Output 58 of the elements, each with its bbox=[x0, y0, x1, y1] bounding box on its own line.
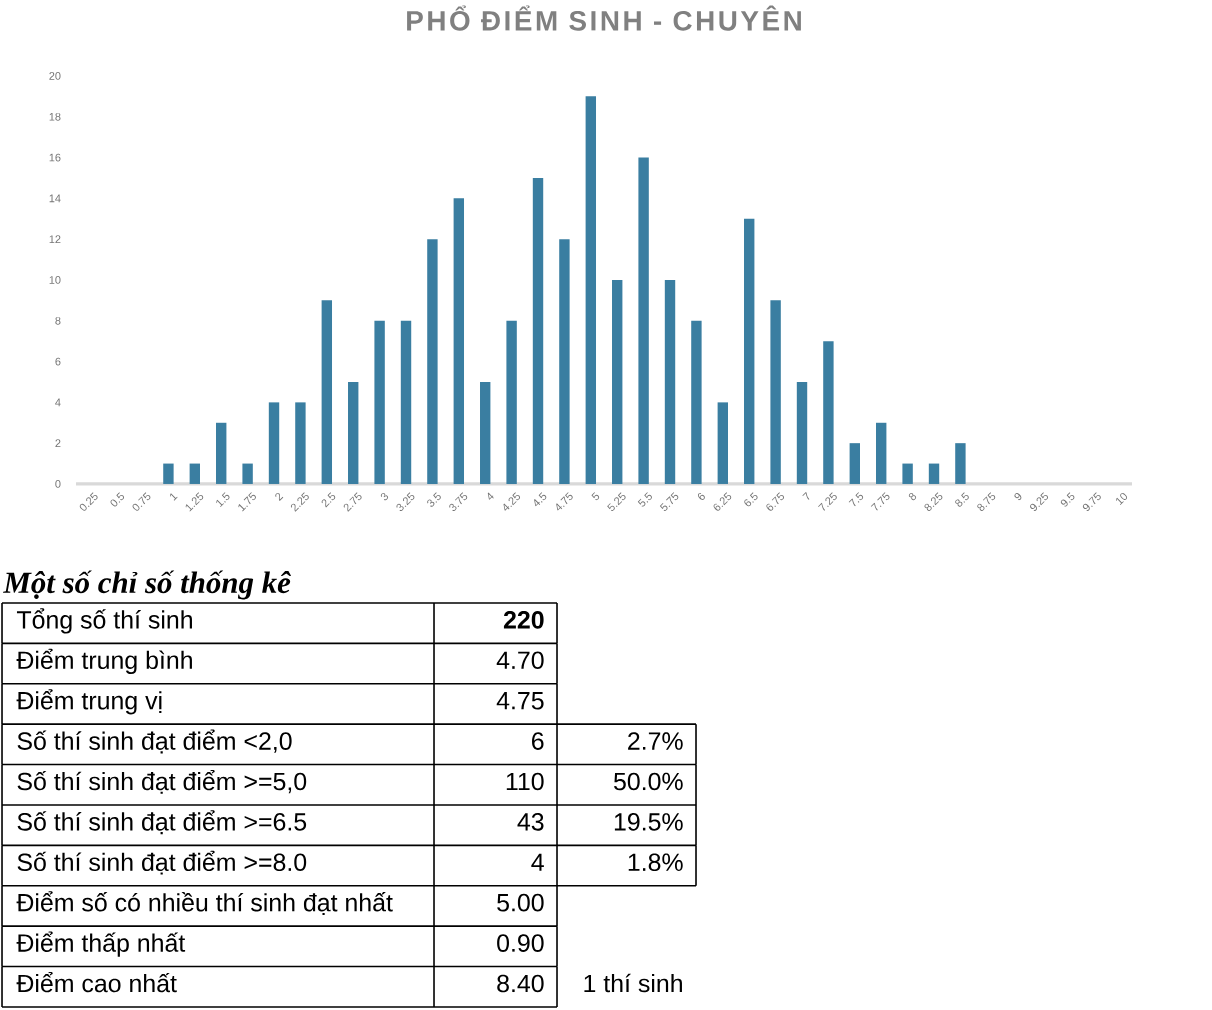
text: Điểm số có nhiều thí sinh đạt nhất bbox=[16, 891, 393, 916]
bar bbox=[955, 443, 966, 484]
text: 4 bbox=[531, 853, 544, 871]
text: 8.40 bbox=[497, 974, 544, 993]
text: Tổng số thí sinh bbox=[16, 608, 192, 634]
text: 50.0% bbox=[613, 772, 683, 791]
text: 6 bbox=[532, 732, 544, 750]
bar bbox=[532, 177, 544, 484]
text: Điểm trung vị bbox=[16, 689, 162, 715]
bar bbox=[163, 463, 174, 484]
text: Số thí sinh đạt điểm <2,0 bbox=[17, 729, 292, 754]
bar bbox=[374, 320, 385, 484]
text: Điểm cao nhất bbox=[16, 971, 177, 993]
bar bbox=[849, 443, 861, 484]
text: Số thí sinh đạt điểm >=6.5 bbox=[17, 810, 307, 835]
bar bbox=[770, 300, 781, 484]
bar bbox=[453, 198, 465, 484]
text: Số thí sinh đạt điểm >=8.0 bbox=[17, 850, 307, 875]
bar bbox=[902, 463, 913, 484]
text: Một số chỉ số thống kê bbox=[3, 570, 291, 600]
bar bbox=[189, 463, 201, 484]
text: 2.7% bbox=[628, 732, 683, 750]
bar bbox=[928, 463, 940, 484]
bar bbox=[400, 320, 412, 484]
text: 110 bbox=[506, 772, 544, 791]
bar bbox=[585, 96, 597, 484]
text: 5.00 bbox=[497, 893, 544, 912]
bar bbox=[268, 402, 280, 484]
bar bbox=[876, 422, 887, 484]
text: 4.70 bbox=[496, 651, 544, 670]
bar bbox=[242, 463, 253, 484]
bar bbox=[506, 320, 517, 484]
text: Điểm thấp nhất bbox=[16, 931, 186, 957]
bar bbox=[559, 239, 570, 484]
text: 1.8% bbox=[628, 853, 683, 872]
bar bbox=[796, 381, 808, 484]
bar bbox=[216, 422, 227, 484]
bar bbox=[664, 279, 676, 484]
text: 19.5% bbox=[614, 813, 683, 831]
bar bbox=[348, 381, 359, 484]
bar bbox=[691, 320, 702, 484]
text: Điểm trung bình bbox=[16, 648, 192, 674]
text: 4.75 bbox=[496, 692, 544, 710]
bar bbox=[612, 279, 623, 484]
bar bbox=[744, 218, 755, 484]
text: Số thí sinh đạt điểm >=5,0 bbox=[17, 769, 307, 794]
chart-title: PHỔ ĐIỂM SINH - CHUYÊN bbox=[407, 5, 801, 31]
bar bbox=[717, 402, 729, 484]
bar bbox=[321, 300, 333, 484]
bar bbox=[480, 381, 491, 484]
text: 43 bbox=[517, 813, 544, 831]
text: 220 bbox=[503, 611, 544, 629]
text: 1 thí sinh bbox=[584, 973, 682, 993]
bar bbox=[427, 239, 438, 484]
bar bbox=[823, 341, 834, 484]
text: 0.90 bbox=[497, 934, 544, 952]
bar bbox=[295, 402, 306, 484]
bar bbox=[638, 157, 649, 484]
